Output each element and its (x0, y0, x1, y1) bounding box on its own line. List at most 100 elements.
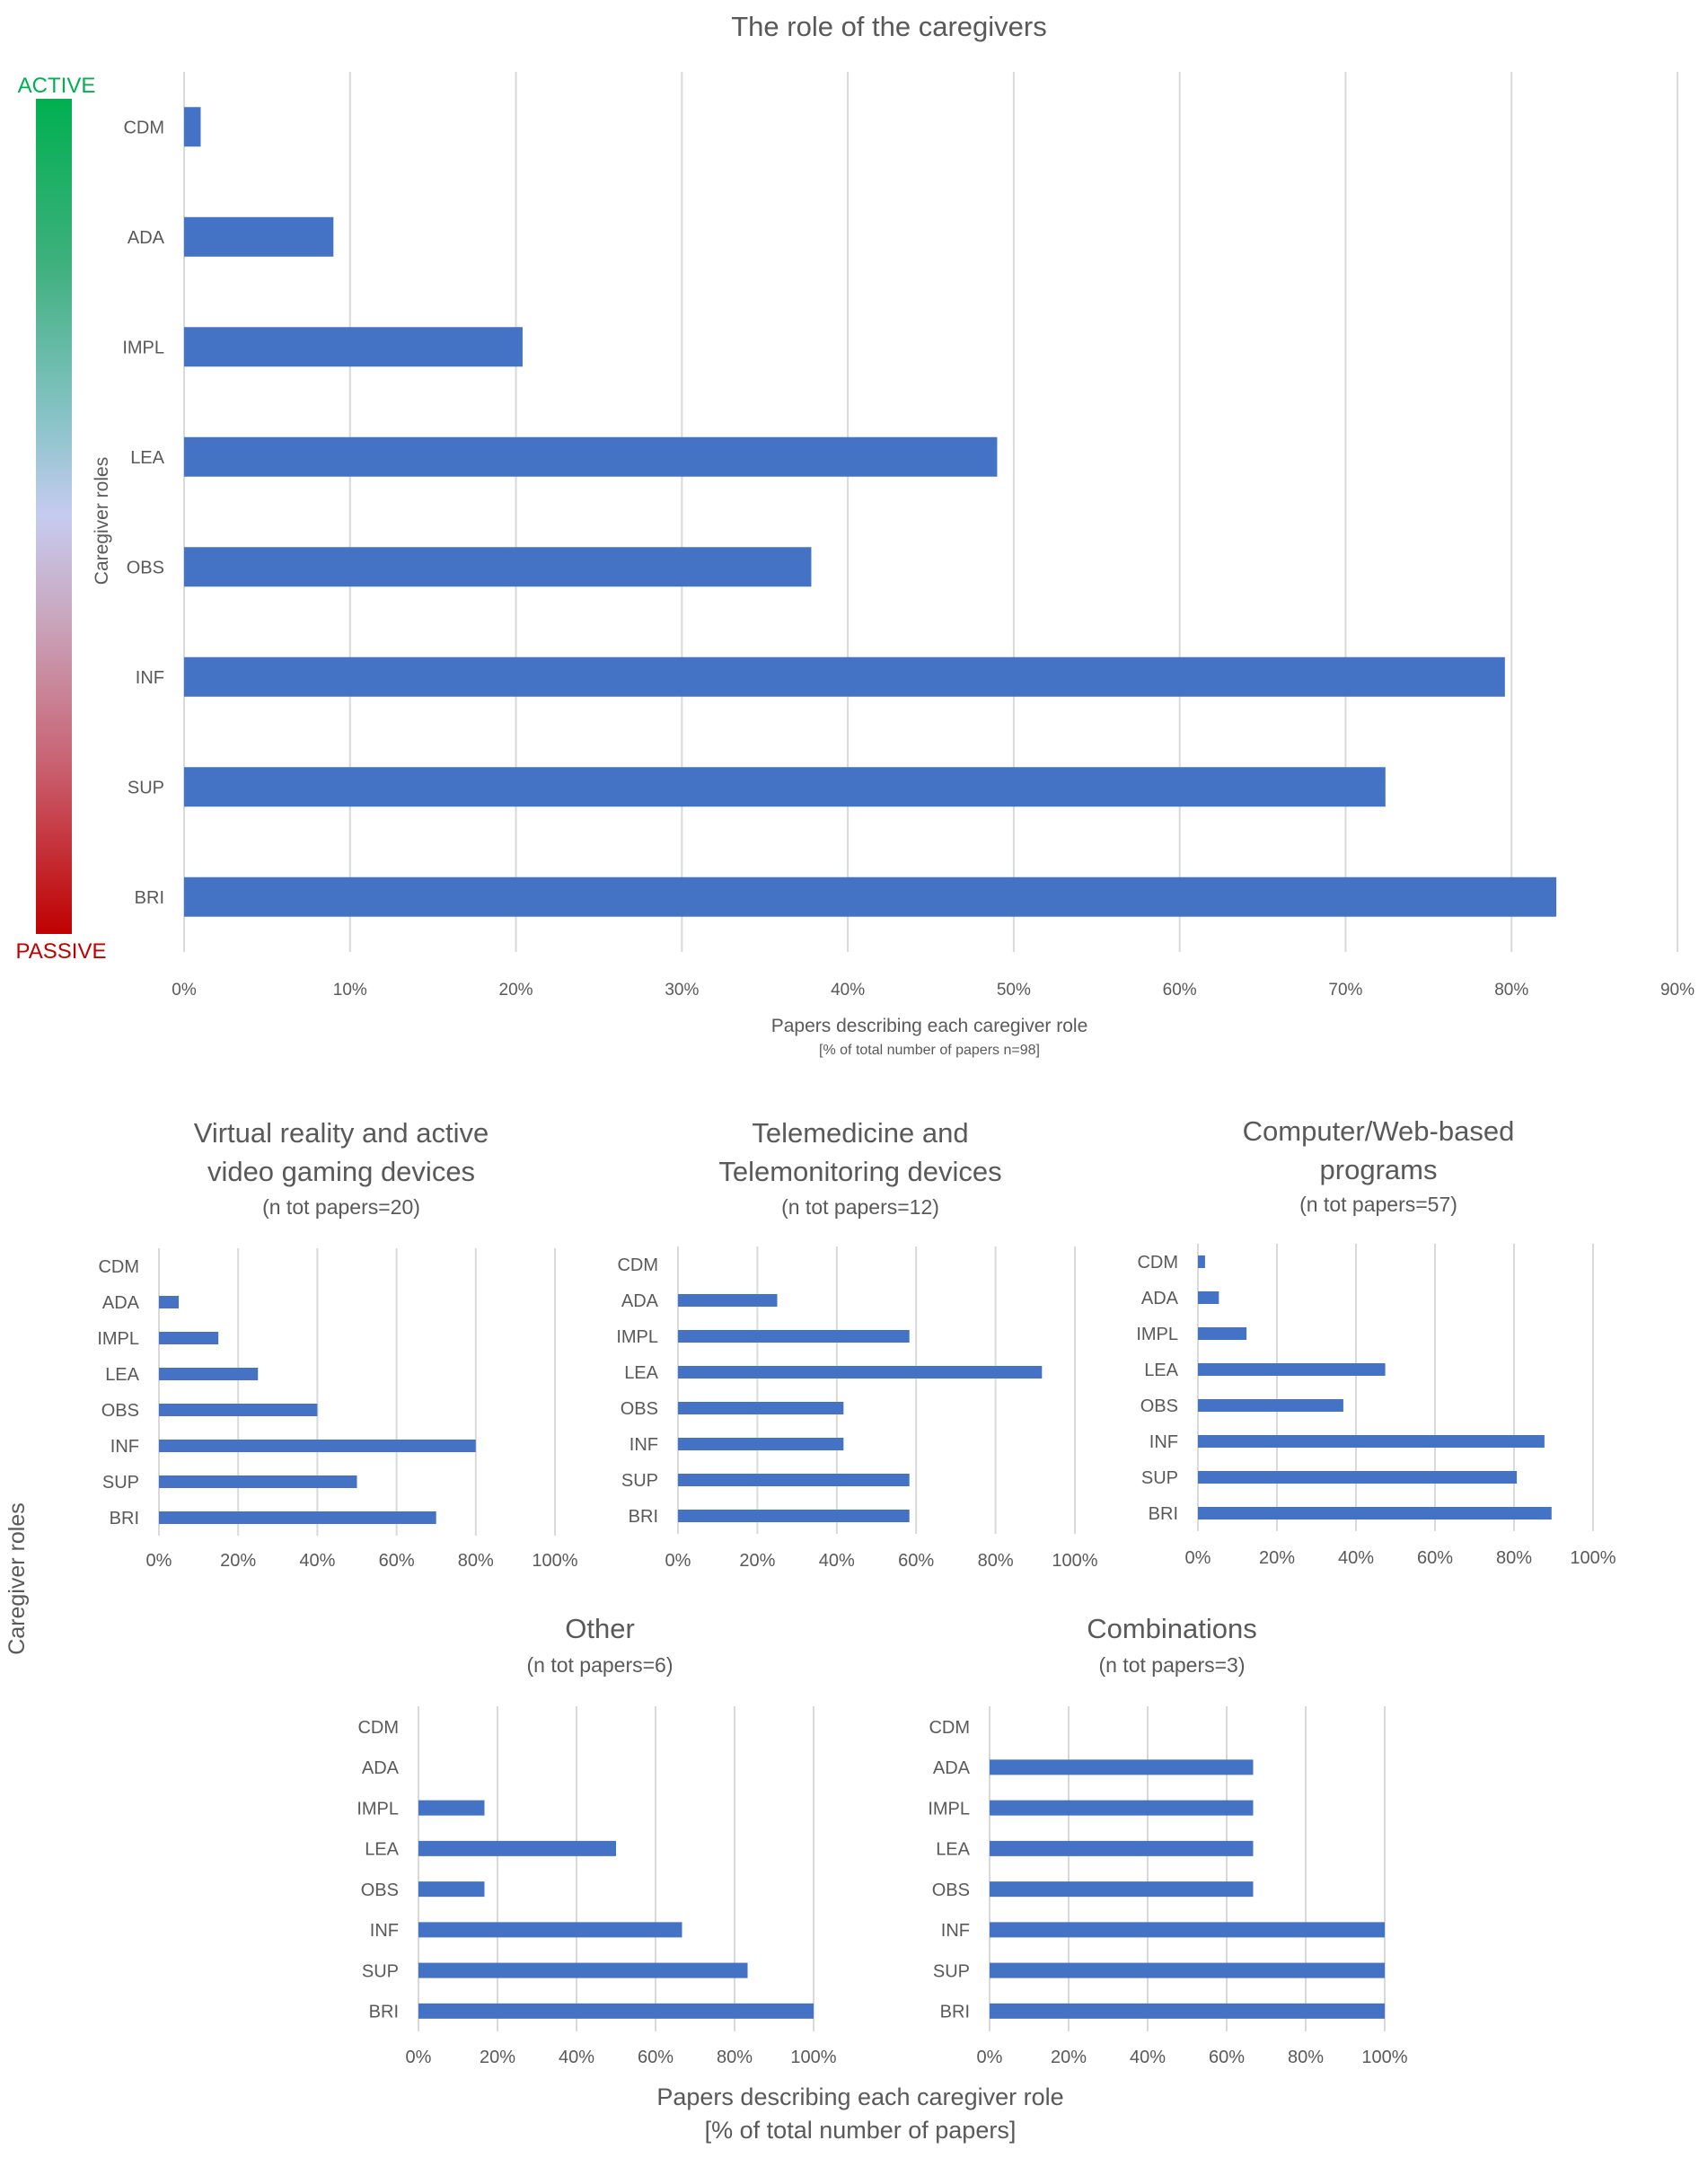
tele-bar-inf (678, 1438, 844, 1450)
tele-x-tick-label: 0% (665, 1551, 691, 1571)
tele-bar-sup (678, 1474, 910, 1486)
tele-x-tick-label: 100% (1052, 1551, 1097, 1571)
other-chart-subtitle: (n tot papers=6) (526, 1653, 673, 1677)
other-category-label: OBS (361, 1881, 399, 1900)
web-x-tick-label: 80% (1496, 1548, 1532, 1568)
main-x-axis-label: Papers describing each caregiver role (771, 1016, 1088, 1036)
main-x-tick-label: 70% (1328, 981, 1362, 1000)
other-x-tick-label: 80% (717, 2048, 753, 2067)
comb-x-tick-label: 60% (1209, 2048, 1245, 2067)
vr-bar-sup (159, 1475, 357, 1488)
other-chart-title: Other (565, 1613, 635, 1644)
comb-bar-ada (990, 1759, 1254, 1775)
main-category-label: IMPL (122, 338, 164, 357)
vr-bar-lea (159, 1368, 259, 1380)
main-bar-bri (184, 876, 1557, 917)
comb-category-label: SUP (933, 1961, 970, 1981)
vr-bar-impl (159, 1332, 219, 1344)
other-bar-sup (418, 1962, 748, 1978)
main-category-label: ADA (128, 228, 165, 248)
web-category-label: CDM (1137, 1253, 1178, 1273)
other-category-label: BRI (369, 2003, 399, 2022)
tele-bar-obs (678, 1402, 844, 1414)
other-x-tick-label: 0% (406, 2048, 432, 2067)
comb-x-tick-label: 80% (1288, 2048, 1324, 2067)
main-x-axis-sublabel: [% of total number of papers n=98] (819, 1043, 1040, 1058)
main-bar-cdm (184, 107, 201, 147)
web-category-label: SUP (1141, 1468, 1178, 1488)
bottom-x-axis-sublabel: [% of total number of papers] (705, 2117, 1017, 2144)
vr-bar-bri (159, 1511, 436, 1524)
active-passive-scale-bar (36, 99, 72, 934)
web-category-label: OBS (1140, 1396, 1178, 1416)
web-bar-sup (1198, 1471, 1518, 1484)
main-category-label: SUP (128, 778, 164, 797)
comb-bar-obs (990, 1881, 1254, 1898)
comb-category-label: IMPL (928, 1799, 970, 1819)
main-bar-impl (184, 327, 523, 367)
tele-category-label: CDM (617, 1255, 658, 1275)
web-chart-title-line1: Computer/Web-based (1243, 1115, 1515, 1147)
other-category-label: ADA (362, 1758, 400, 1778)
web-category-label: BRI (1149, 1504, 1178, 1524)
other-bar-inf (418, 1922, 682, 1938)
scale-active-label: ACTIVE (18, 74, 96, 98)
other-category-label: SUP (362, 1961, 399, 1981)
tele-chart-subtitle: (n tot papers=12) (781, 1195, 939, 1219)
other-x-tick-label: 20% (480, 2048, 515, 2067)
vr-category-label: CDM (98, 1257, 139, 1277)
other-category-label: IMPL (357, 1799, 399, 1819)
comb-bar-inf (990, 1922, 1385, 1938)
comb-x-tick-label: 0% (977, 2048, 1003, 2067)
main-x-tick-label: 40% (831, 981, 865, 1000)
main-category-label: INF (136, 668, 164, 688)
tele-bar-impl (678, 1330, 910, 1343)
web-bar-impl (1198, 1327, 1247, 1340)
main-category-label: BRI (135, 888, 164, 908)
vr-category-label: OBS (101, 1401, 139, 1421)
web-bar-lea (1198, 1363, 1386, 1376)
tele-category-label: LEA (624, 1363, 658, 1383)
web-chart-title-line2: programs (1320, 1154, 1438, 1185)
tele-x-tick-label: 60% (898, 1551, 934, 1571)
vr-chart-title-line1: Virtual reality and active (194, 1117, 489, 1149)
other-x-tick-label: 100% (790, 2048, 836, 2067)
vr-chart-title-line2: video gaming devices (207, 1156, 475, 1187)
web-x-tick-label: 20% (1259, 1548, 1295, 1568)
main-x-tick-label: 30% (665, 981, 699, 1000)
comb-chart-subtitle: (n tot papers=3) (1098, 1653, 1245, 1677)
tele-category-label: ADA (621, 1291, 659, 1311)
other-bar-obs (418, 1881, 485, 1898)
vr-bar-obs (159, 1404, 318, 1416)
comb-x-tick-label: 40% (1130, 2048, 1166, 2067)
web-category-label: LEA (1144, 1361, 1178, 1380)
comb-category-label: LEA (936, 1840, 970, 1860)
comb-category-label: BRI (940, 2003, 970, 2022)
tele-bar-lea (678, 1366, 1043, 1378)
web-category-label: IMPL (1136, 1325, 1178, 1344)
comb-chart-title: Combinations (1087, 1613, 1257, 1644)
comb-bar-impl (990, 1800, 1254, 1816)
comb-bar-lea (990, 1840, 1254, 1856)
tele-category-label: IMPL (616, 1327, 658, 1347)
comb-category-label: OBS (932, 1881, 970, 1900)
vr-x-tick-label: 60% (379, 1551, 415, 1571)
web-x-tick-label: 40% (1338, 1548, 1374, 1568)
tele-chart-title-line2: Telemonitoring devices (718, 1156, 1001, 1187)
other-x-tick-label: 40% (559, 2048, 594, 2067)
vr-category-label: INF (110, 1437, 139, 1457)
vr-x-tick-label: 20% (220, 1551, 256, 1571)
main-x-tick-label: 50% (997, 981, 1031, 1000)
vr-category-label: IMPL (97, 1329, 139, 1349)
main-bar-sup (184, 767, 1386, 807)
tele-bar-bri (678, 1510, 910, 1522)
vr-x-tick-label: 100% (532, 1551, 577, 1571)
comb-category-label: ADA (933, 1758, 971, 1778)
main-bar-lea (184, 436, 998, 477)
other-x-tick-label: 60% (638, 2048, 674, 2067)
bottom-y-axis-label: Caregiver roles (4, 1502, 30, 1655)
comb-category-label: INF (941, 1921, 970, 1941)
main-x-tick-label: 90% (1660, 981, 1695, 1000)
web-bar-inf (1198, 1435, 1545, 1448)
